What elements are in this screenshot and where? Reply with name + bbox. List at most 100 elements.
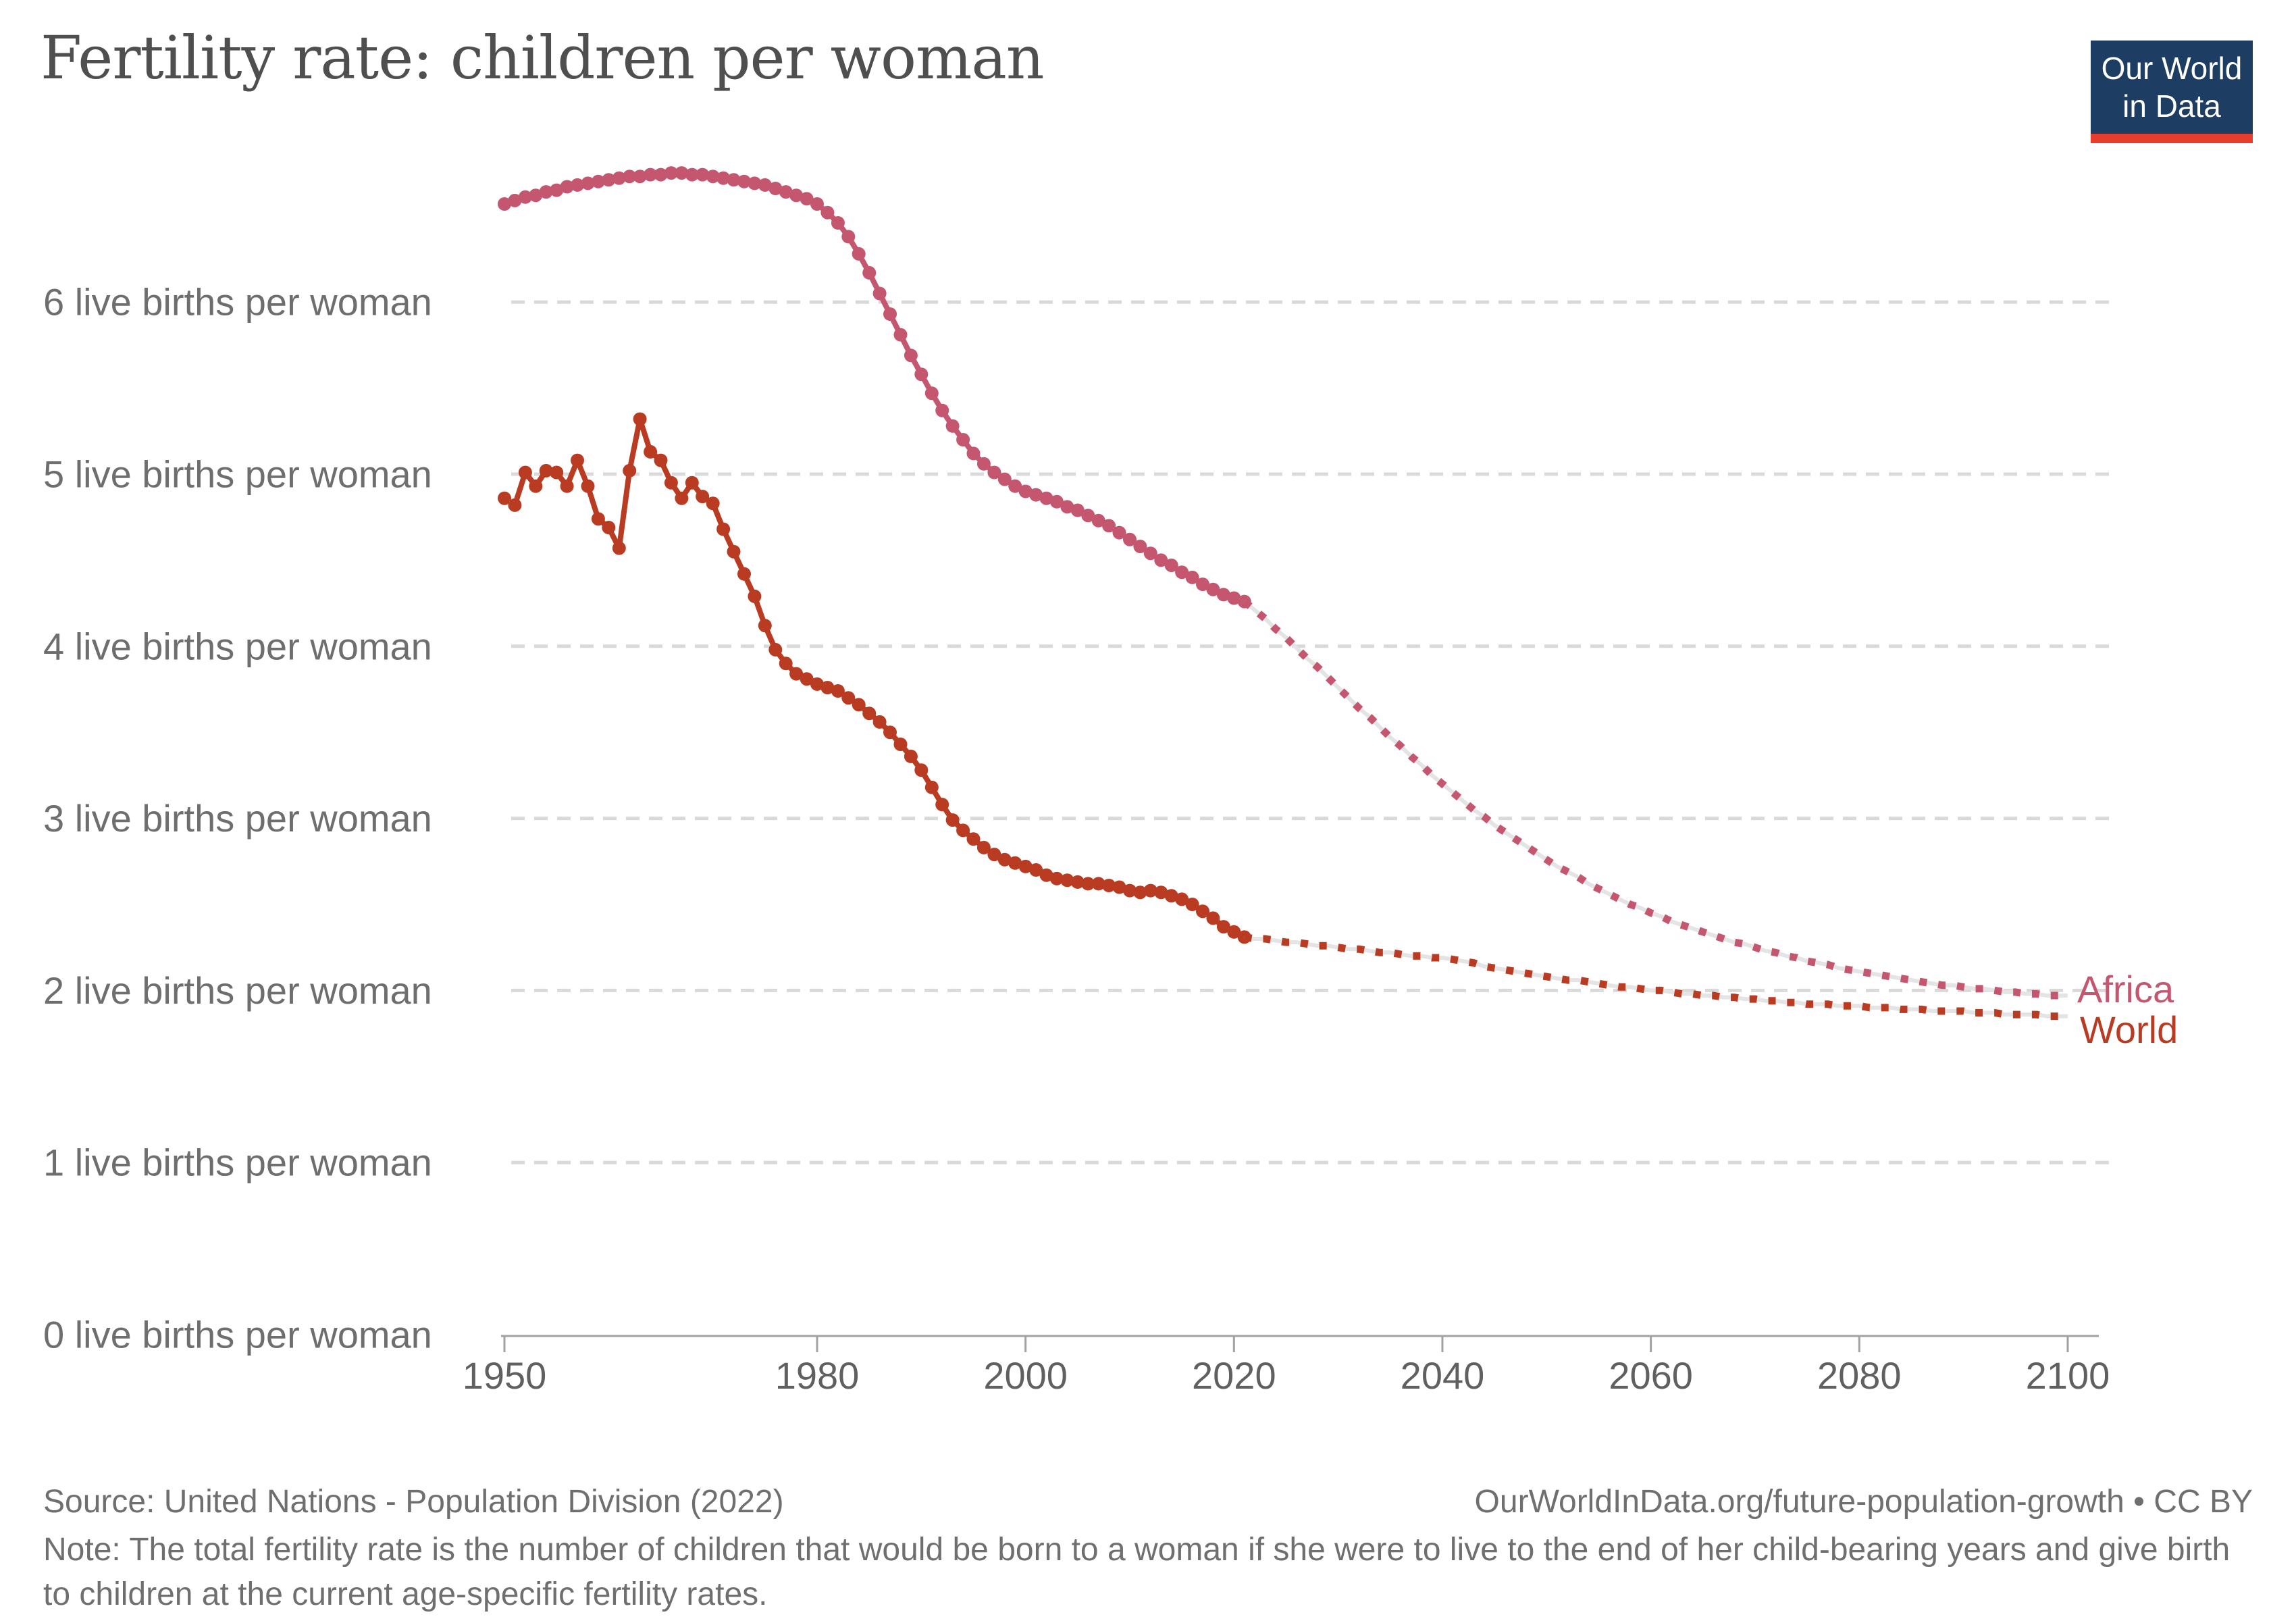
series-point-africa-1982 — [831, 216, 845, 230]
series-point-world-1992 — [935, 798, 949, 812]
series-point-africa-1967 — [675, 166, 689, 180]
series-point-world-1951 — [508, 498, 522, 512]
owid-logo-box: Our World in Data — [2091, 41, 2253, 134]
series-point-africa-2020 — [1227, 591, 1241, 605]
series-point-world-1950 — [498, 491, 511, 505]
series-point-africa-2015 — [1175, 565, 1189, 580]
series-point-world-1974 — [748, 589, 762, 603]
x-axis-label-1980: 1980 — [775, 1354, 860, 1397]
series-point-africa-2010 — [1123, 532, 1137, 546]
series-point-world-2012 — [1143, 883, 1157, 898]
series-point-africa-2004 — [1060, 500, 1074, 514]
series-point-world-1971 — [716, 522, 731, 536]
series-point-world-2008 — [1102, 879, 1116, 892]
series-point-world-2011 — [1133, 885, 1147, 900]
series-point-world-1984 — [852, 698, 866, 712]
series-point-africa-1975 — [758, 178, 772, 192]
series-point-africa-2018 — [1206, 582, 1220, 596]
series-point-world-1970 — [706, 496, 720, 511]
series-point-world-1977 — [779, 657, 793, 671]
x-axis-label-1950: 1950 — [463, 1354, 547, 1397]
series-point-world-1968 — [685, 475, 699, 490]
series-point-world-1978 — [789, 667, 804, 681]
series-point-africa-1971 — [716, 171, 731, 185]
series-point-world-2006 — [1081, 877, 1095, 891]
legend-label-world[interactable]: World — [2080, 1008, 2178, 1051]
series-point-africa-1990 — [914, 367, 929, 382]
series-point-africa-1955 — [550, 183, 564, 197]
attribution-link[interactable]: OurWorldInData.org/future-population-gro… — [1474, 1484, 2253, 1520]
series-point-africa-2001 — [1029, 488, 1043, 502]
x-axis-label-2060: 2060 — [1609, 1354, 1693, 1397]
series-point-world-2005 — [1070, 875, 1085, 889]
y-axis-label-5: 5 live births per woman — [43, 453, 432, 496]
series-point-world-2017 — [1196, 904, 1209, 919]
series-point-world-2003 — [1049, 871, 1064, 885]
x-axis-label-2080: 2080 — [1817, 1354, 1902, 1397]
series-point-world-2019 — [1216, 920, 1230, 934]
series-point-africa-2006 — [1081, 509, 1095, 523]
series-point-africa-1952 — [518, 190, 532, 204]
series-point-world-1982 — [831, 684, 845, 698]
series-point-africa-1961 — [612, 171, 626, 185]
series-point-africa-2007 — [1091, 513, 1105, 528]
series-point-world-1957 — [571, 453, 584, 467]
owid-logo[interactable]: Our World in Data — [2091, 41, 2253, 143]
y-axis-label-3: 3 live births per woman — [43, 797, 432, 840]
series-point-africa-1964 — [644, 168, 658, 182]
series-point-africa-1950 — [498, 197, 511, 211]
series-point-africa-1981 — [820, 205, 835, 220]
series-point-world-1976 — [768, 642, 783, 657]
series-point-world-1961 — [612, 541, 626, 555]
series-point-africa-2013 — [1154, 553, 1168, 567]
series-point-africa-1978 — [789, 188, 804, 203]
series-point-africa-1991 — [924, 386, 939, 401]
series-point-world-1979 — [800, 672, 814, 686]
series-point-africa-2012 — [1143, 546, 1157, 561]
series-point-africa-1969 — [696, 168, 710, 182]
series-point-world-1994 — [956, 823, 970, 838]
series-point-africa-2000 — [1018, 484, 1033, 498]
series-point-world-1965 — [654, 453, 668, 467]
chart-plot-area[interactable]: 6 live births per woman 5 live births per… — [0, 0, 2296, 1452]
series-point-world-1996 — [976, 840, 991, 854]
series-point-africa-1962 — [623, 170, 637, 184]
y-axis-label-2: 2 live births per woman — [43, 969, 432, 1012]
series-point-africa-1956 — [560, 180, 574, 194]
series-point-africa-1980 — [810, 197, 824, 211]
series-point-africa-2019 — [1216, 588, 1230, 602]
series-point-africa-2011 — [1133, 540, 1147, 553]
series-point-world-1997 — [987, 848, 1001, 862]
series-line-africa-projected — [1242, 598, 2068, 1000]
series-point-africa-1960 — [602, 173, 616, 187]
series-point-world-2018 — [1206, 911, 1220, 925]
series-point-world-1995 — [966, 832, 981, 846]
series-point-africa-1996 — [976, 457, 991, 471]
page-title: Fertility rate: children per woman — [41, 23, 1045, 93]
series-point-africa-1984 — [852, 247, 866, 261]
series-point-world-1990 — [914, 763, 929, 777]
series-point-africa-1994 — [956, 433, 970, 446]
note-text: Note: The total fertility rate is the nu… — [43, 1532, 2230, 1612]
series-point-world-1986 — [872, 715, 887, 729]
x-axis-label-2020: 2020 — [1192, 1354, 1276, 1397]
series-point-africa-2002 — [1039, 491, 1053, 505]
legend-label-africa[interactable]: Africa — [2077, 968, 2174, 1010]
series-point-world-1955 — [550, 465, 564, 480]
series-point-africa-1988 — [893, 328, 908, 342]
series-point-africa-1987 — [883, 307, 897, 321]
series-point-world-1999 — [1008, 856, 1022, 870]
series-point-africa-2016 — [1185, 570, 1199, 584]
series-point-world-1988 — [893, 738, 908, 751]
series-point-africa-1953 — [529, 188, 543, 203]
series-point-world-2014 — [1164, 889, 1178, 903]
series-point-world-1983 — [841, 691, 856, 705]
series-point-africa-1968 — [685, 168, 699, 182]
series-underlay-world-projected — [1244, 935, 2068, 1019]
series-point-world-1991 — [924, 780, 939, 794]
series-underlay-africa-projected — [1243, 600, 2068, 998]
series-point-africa-1999 — [1008, 479, 1022, 493]
y-axis-label-1: 1 live births per woman — [43, 1141, 432, 1184]
series-point-world-2009 — [1112, 880, 1126, 894]
series-point-africa-2014 — [1164, 559, 1178, 572]
